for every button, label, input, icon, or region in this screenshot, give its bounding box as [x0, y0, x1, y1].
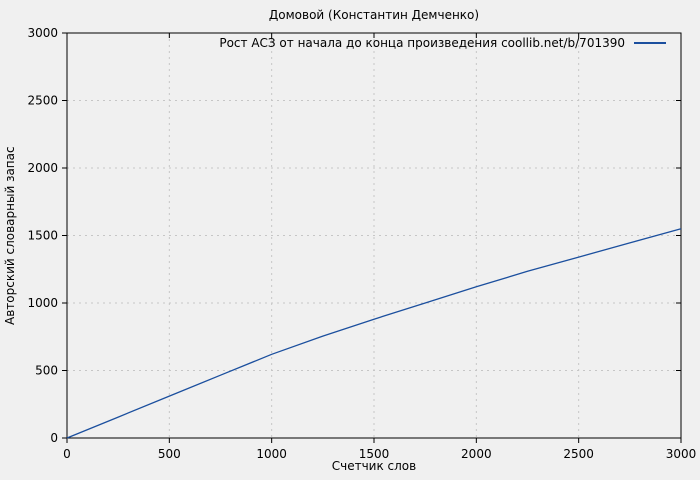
x-tick-label: 0 [63, 447, 71, 461]
x-tick-label: 500 [158, 447, 181, 461]
x-axis-title: Счетчик слов [331, 459, 417, 473]
y-axis-title: Авторский словарный запас [3, 146, 17, 325]
y-tick-label: 2000 [27, 161, 58, 175]
y-tick-label: 0 [50, 431, 58, 445]
y-tick-label: 1500 [27, 229, 58, 243]
legend: Рост АСЗ от начала до конца произведения… [219, 36, 666, 50]
chart-title: Домовой (Константин Демченко) [268, 8, 480, 22]
y-tick-label: 500 [35, 364, 58, 378]
y-tick-label: 3000 [27, 26, 58, 40]
x-tick-label: 2500 [563, 447, 594, 461]
x-tick-label: 1500 [359, 447, 390, 461]
data-line [66, 228, 682, 439]
x-tick-label: 2000 [461, 447, 492, 461]
legend-label: Рост АСЗ от начала до конца произведения… [219, 36, 625, 50]
y-tick-label: 2500 [27, 94, 58, 108]
x-tick-label: 3000 [666, 447, 697, 461]
legend-line-sample [634, 42, 666, 44]
y-tick-label: 1000 [27, 296, 58, 310]
x-tick-label: 1000 [256, 447, 287, 461]
